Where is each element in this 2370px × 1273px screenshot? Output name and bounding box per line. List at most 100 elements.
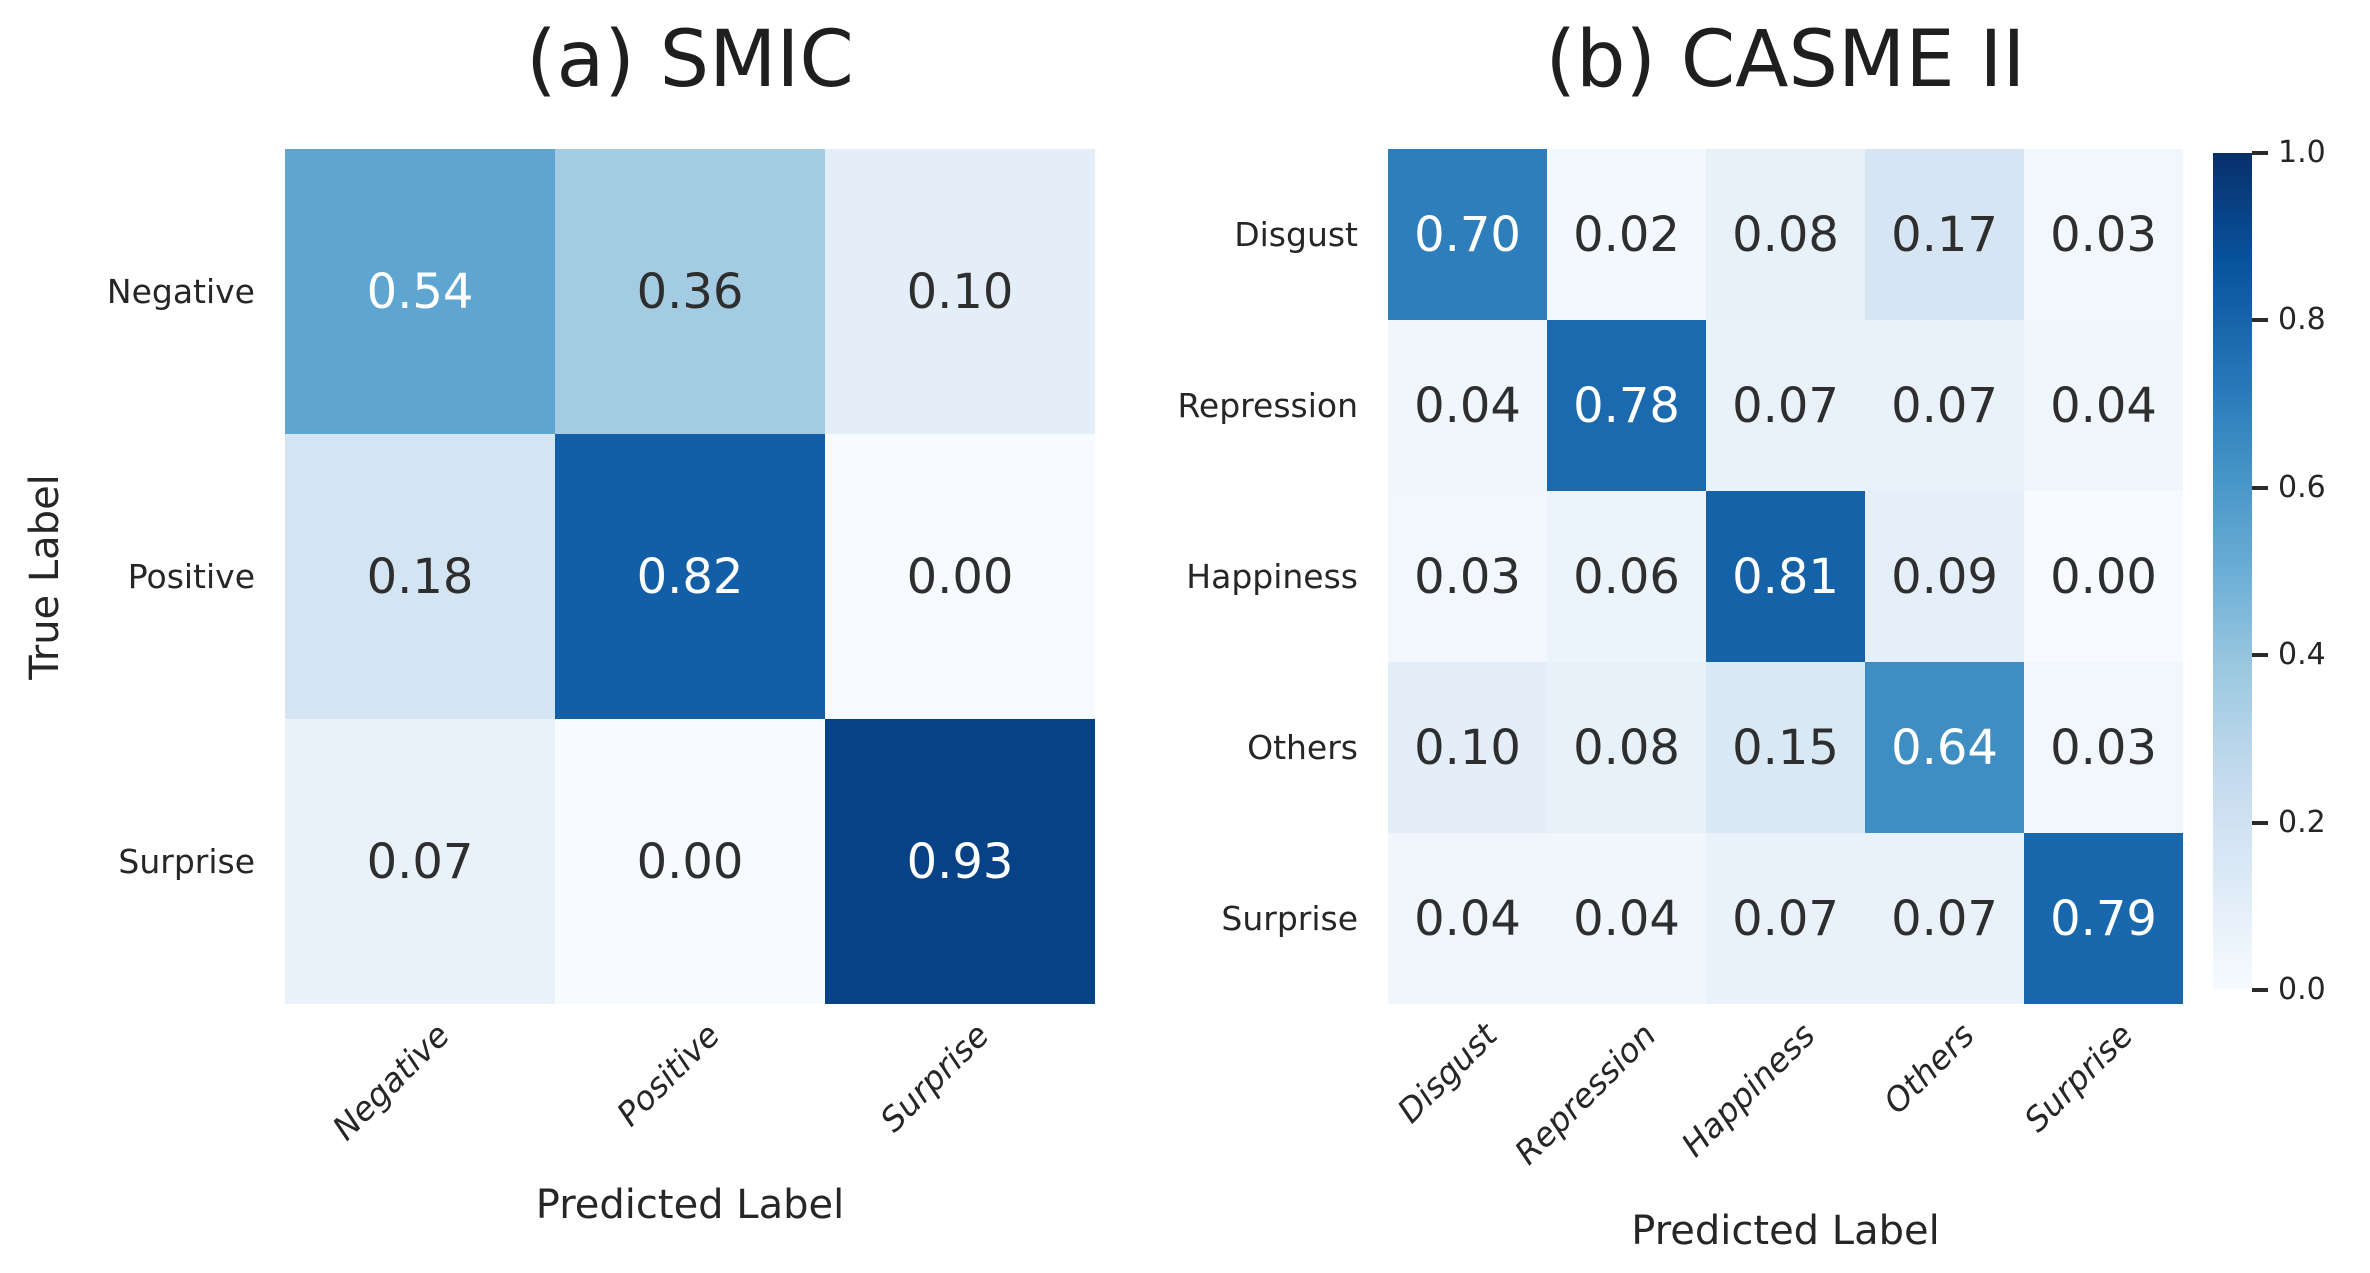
heatmap-cell: 0.07: [1706, 320, 1865, 491]
cell-value: 0.64: [1891, 719, 1998, 776]
heatmap-cell: 0.04: [1388, 833, 1547, 1004]
y-tick-label: Others: [1247, 727, 1358, 767]
cell-value: 0.82: [636, 548, 744, 605]
cell-value: 0.07: [366, 833, 474, 890]
heatmap-cell: 0.93: [825, 719, 1095, 1004]
cell-value: 0.08: [1732, 206, 1839, 263]
heatmap-cell: 0.10: [1388, 662, 1547, 833]
cell-value: 0.17: [1891, 206, 1998, 263]
heatmap-cell: 0.64: [1865, 662, 2024, 833]
cell-value: 0.36: [636, 263, 744, 320]
colorbar-tick-label: 0.4: [2278, 637, 2326, 673]
y-tick-label: Happiness: [1186, 556, 1358, 596]
colorbar-tick-mark: [2252, 318, 2268, 323]
x-tick-label: Negative: [324, 1015, 457, 1148]
colorbar-tick-label: 1.0: [2278, 135, 2326, 170]
cell-value: 0.00: [906, 548, 1014, 605]
cell-value: 0.09: [1891, 548, 1998, 605]
heatmap-cell: 0.08: [1547, 662, 1706, 833]
x-tick-label: Surprise: [2016, 1015, 2141, 1140]
cell-value: 0.03: [1414, 548, 1521, 605]
heatmap-cell: 0.09: [1865, 491, 2024, 662]
cell-value: 0.07: [1891, 890, 1998, 947]
heatmap-cell: 0.10: [825, 149, 1095, 434]
colorbar-tick-mark: [2252, 820, 2268, 825]
heatmap-cell: 0.36: [555, 149, 825, 434]
cell-value: 0.00: [2050, 548, 2157, 605]
x-tick-label: Repression: [1506, 1015, 1664, 1173]
y-tick-label: Positive: [127, 556, 255, 596]
heatmap-cell: 0.70: [1388, 149, 1547, 320]
heatmap-cell: 0.18: [285, 434, 555, 719]
colorbar-tick-mark: [2252, 653, 2268, 658]
colorbar-tick-label: 0.2: [2278, 804, 2326, 840]
heatmap-cell: 0.03: [1388, 491, 1547, 662]
x-tick-label: Happiness: [1673, 1015, 1823, 1165]
y-tick-label: Surprise: [1221, 898, 1358, 938]
cell-value: 0.81: [1732, 548, 1839, 605]
colorbar-tick-label: 0.6: [2278, 469, 2326, 505]
y-tick-label: Repression: [1177, 385, 1358, 425]
cell-value: 0.07: [1732, 377, 1839, 434]
cell-value: 0.18: [366, 548, 474, 605]
cell-value: 0.07: [1732, 890, 1839, 947]
heatmap-cell: 0.82: [555, 434, 825, 719]
casme-panel-title: (b) CASME II: [1545, 15, 2026, 105]
cell-value: 0.07: [1891, 377, 1998, 434]
heatmap-cell: 0.00: [825, 434, 1095, 719]
x-tick-label: Positive: [608, 1015, 727, 1134]
heatmap-cell: 0.15: [1706, 662, 1865, 833]
cell-value: 0.15: [1732, 719, 1839, 776]
cell-value: 0.02: [1573, 206, 1680, 263]
cell-value: 0.03: [2050, 719, 2157, 776]
y-tick-label: Surprise: [118, 841, 255, 881]
cell-value: 0.93: [906, 833, 1014, 890]
cell-value: 0.10: [906, 263, 1014, 320]
heatmap-cell: 0.07: [1865, 833, 2024, 1004]
cell-value: 0.00: [636, 833, 744, 890]
heatmap-cell: 0.04: [1547, 833, 1706, 1004]
heatmap-cell: 0.00: [2024, 491, 2183, 662]
heatmap-cell: 0.07: [1706, 833, 1865, 1004]
y-tick-label: Negative: [106, 271, 255, 311]
colorbar: [2213, 153, 2252, 990]
heatmap-cell: 0.78: [1547, 320, 1706, 491]
cell-value: 0.04: [1414, 890, 1521, 947]
x-tick-label: Others: [1875, 1015, 1982, 1122]
cell-value: 0.08: [1573, 719, 1680, 776]
cell-value: 0.03: [2050, 206, 2157, 263]
cell-value: 0.70: [1414, 206, 1521, 263]
x-tick-label: Surprise: [872, 1015, 997, 1140]
heatmap-cell: 0.03: [2024, 149, 2183, 320]
cell-value: 0.04: [1573, 890, 1680, 947]
heatmap-cell: 0.08: [1706, 149, 1865, 320]
heatmap-cell: 0.02: [1547, 149, 1706, 320]
casme-x-axis-label: Predicted Label: [1631, 1208, 1940, 1254]
heatmap-cell: 0.07: [1865, 320, 2024, 491]
colorbar-tick-label: 0.0: [2278, 972, 2326, 1007]
heatmap-cell: 0.54: [285, 149, 555, 434]
heatmap-cell: 0.79: [2024, 833, 2183, 1004]
heatmap-cell: 0.03: [2024, 662, 2183, 833]
colorbar-tick-mark: [2252, 988, 2268, 992]
heatmap-cell: 0.17: [1865, 149, 2024, 320]
cell-value: 0.06: [1573, 548, 1680, 605]
y-tick-label: Disgust: [1234, 214, 1358, 254]
smic-heatmap: 0.54 0.36 0.10 0.18 0.82 0.00 0.07 0.00 0.93: [285, 149, 1095, 1004]
heatmap-cell: 0.04: [1388, 320, 1547, 491]
heatmap-cell: 0.04: [2024, 320, 2183, 491]
casme-heatmap: 0.70 0.02 0.08 0.17 0.03 0.04 0.78 0.07 0.07 0.04…: [1388, 149, 2183, 1004]
smic-panel-title: (a) SMIC: [526, 15, 854, 105]
heatmap-cell: 0.81: [1706, 491, 1865, 662]
heatmap-cell: 0.06: [1547, 491, 1706, 662]
cell-value: 0.04: [1414, 377, 1521, 434]
x-tick-label: Disgust: [1389, 1015, 1505, 1131]
colorbar-tick-mark: [2252, 151, 2268, 155]
colorbar-gradient: [2213, 153, 2252, 990]
cell-value: 0.79: [2050, 890, 2157, 947]
cell-value: 0.10: [1414, 719, 1521, 776]
cell-value: 0.54: [366, 263, 474, 320]
heatmap-cell: 0.00: [555, 719, 825, 1004]
heatmap-cell: 0.07: [285, 719, 555, 1004]
